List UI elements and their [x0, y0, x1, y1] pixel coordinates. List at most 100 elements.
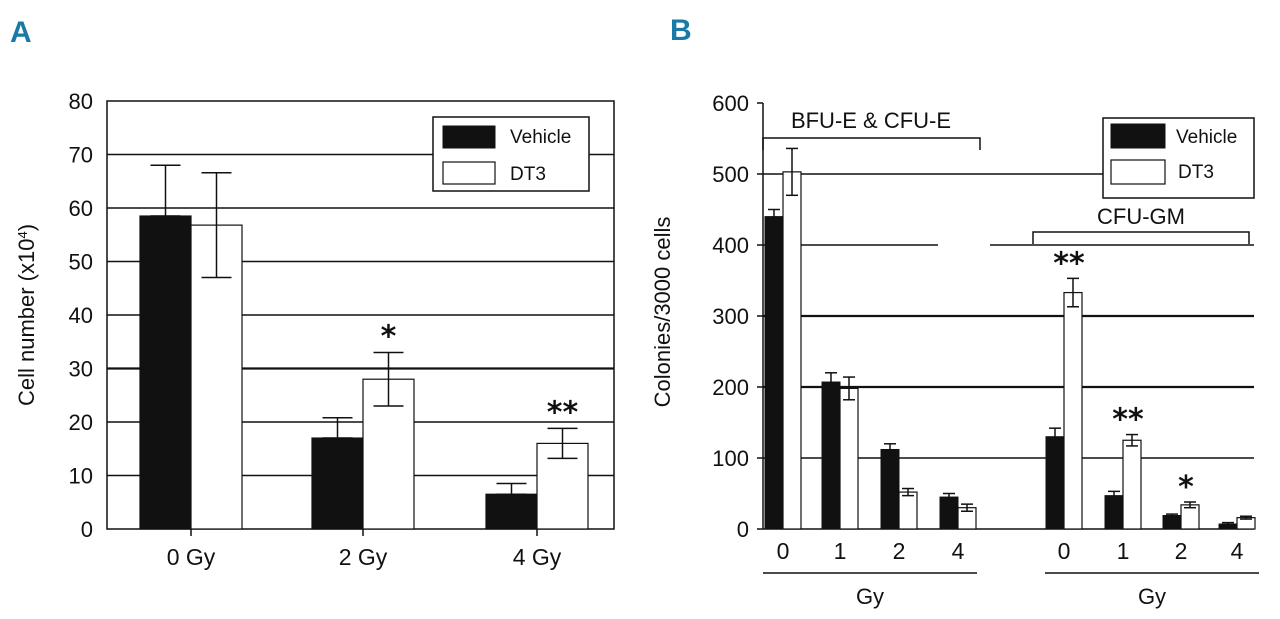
- chart-b-error-dt3-0-3: [961, 503, 973, 512]
- chart-b-y-tick-label: 0: [737, 517, 749, 542]
- chart-b-category-label: 4: [1231, 538, 1244, 564]
- chart-b-significance-mark: **: [1112, 403, 1144, 438]
- chart-b-bar-vehicle: [939, 496, 959, 530]
- chart-b-y-tick-label: 200: [712, 375, 749, 400]
- chart-a-y-tick-label: 40: [69, 303, 93, 328]
- chart-b-bar-dt3: [1063, 291, 1083, 530]
- chart-a-legend-swatch-dt3: [442, 161, 496, 185]
- chart-b-category-label: 4: [952, 538, 965, 564]
- chart-b-group-bracket-cfugm: CFU-GM: [1032, 204, 1250, 244]
- chart-b-bar-vehicle: [821, 381, 841, 530]
- chart-b-y-ticks: 0 100 200 300 400 500 600: [712, 91, 763, 542]
- chart-b-group-bracket-erythroid: BFU-E & CFU-E: [762, 108, 981, 150]
- panel-letter-a: A: [10, 16, 32, 49]
- chart-a-y-tick-label: 50: [69, 250, 93, 275]
- chart-b-group-label-cfugm: CFU-GM: [1097, 204, 1185, 229]
- chart-a-y-tick-label: 10: [69, 464, 93, 489]
- chart-a-y-axis-title-close: ): [14, 224, 39, 231]
- chart-b-error-dt3-1-1: [1126, 433, 1138, 447]
- chart-b-y-tick-label: 500: [712, 162, 749, 187]
- chart-a-significance-marks: ***: [381, 319, 579, 430]
- chart-b-legend-dt3: DT3: [1178, 162, 1214, 183]
- chart-a-bar-vehicle: [139, 215, 192, 530]
- chart-b-error-dt3-0-2: [902, 487, 914, 497]
- chart-b-x-axis-label-cfugm: Gy: [1138, 584, 1166, 609]
- chart-b-error-vehicle-1-0: [1049, 427, 1061, 446]
- chart-b-legend: Vehicle DT3: [1102, 117, 1255, 199]
- chart-b-category-labels: 0 1 2 4 0 1 2 4: [777, 538, 1244, 564]
- chart-b-y-tick-label: 600: [712, 91, 749, 116]
- chart-b-error-vehicle-1-1: [1108, 490, 1120, 501]
- panel-letter-b: B: [670, 14, 692, 47]
- chart-b-bar-dt3: [1122, 439, 1142, 530]
- chart-a: 0 10 20 30 40 50 60 70 80 Cell number (x104) 0 G…: [14, 89, 615, 570]
- chart-a-y-tick-label: 20: [69, 410, 93, 435]
- chart-a-category-label: 4 Gy: [513, 544, 562, 570]
- chart-a-legend-dt3: DT3: [510, 164, 546, 185]
- chart-b-y-axis-title: Colonies/3000 cells: [650, 217, 675, 408]
- chart-b-error-vehicle-1-2: [1166, 513, 1178, 518]
- chart-b-category-label: 1: [1117, 538, 1130, 564]
- chart-b-legend-swatch-dt3: [1110, 159, 1166, 185]
- chart-b-error-vehicle-0-2: [884, 443, 896, 456]
- chart-b-legend-swatch-vehicle: [1110, 123, 1166, 149]
- chart-b-error-dt3-1-2: [1184, 501, 1196, 509]
- chart-b-category-label: 2: [893, 538, 906, 564]
- chart-b-bar-vehicle: [880, 448, 900, 530]
- chart-a-significance-mark: **: [547, 395, 579, 430]
- chart-b-category-label: 0: [777, 538, 790, 564]
- chart-b-bar-dt3: [839, 387, 859, 530]
- chart-b-bar-vehicle: [764, 216, 784, 530]
- chart-b-x-axis-label-erythroid: Gy: [856, 584, 884, 609]
- chart-a-legend-swatch-vehicle: [442, 125, 496, 149]
- chart-a-bars: [139, 164, 589, 530]
- chart-b-bracket-erythroid: [762, 137, 981, 150]
- chart-a-error-dt3-1: [373, 351, 404, 407]
- chart-b-significance-marks: *****: [1053, 246, 1194, 505]
- chart-b-group-label-erythroid: BFU-E & CFU-E: [791, 108, 951, 133]
- chart-a-significance-mark: *: [381, 319, 397, 354]
- chart-a-y-ticks: 0 10 20 30 40 50 60 70 80: [69, 89, 93, 542]
- chart-b-bar-dt3: [898, 491, 918, 530]
- chart-b-bracket-cfugm: [1032, 231, 1250, 244]
- chart-a-error-vehicle-2: [496, 482, 527, 495]
- chart-b-category-label: 0: [1058, 538, 1071, 564]
- chart-b-y-tick-label: 100: [712, 446, 749, 471]
- chart-a-legend: Vehicle DT3: [432, 116, 590, 192]
- chart-b-bar-dt3: [782, 171, 802, 530]
- chart-a-y-tick-label: 70: [69, 143, 93, 168]
- chart-a-error-dt3-2: [547, 427, 578, 460]
- chart-b-category-label: 1: [834, 538, 847, 564]
- chart-b-category-label: 2: [1175, 538, 1188, 564]
- chart-b-error-vehicle-0-1: [825, 372, 837, 393]
- chart-a-error-dt3-0: [201, 171, 232, 279]
- chart-b-error-dt3-1-0: [1067, 277, 1079, 308]
- chart-b-error-dt3-1-3: [1240, 515, 1252, 520]
- chart-b-error-vehicle-1-3: [1222, 521, 1234, 527]
- chart-b-error-vehicle-0-0: [768, 208, 780, 225]
- chart-a-y-axis-title: Cell number (x104): [14, 224, 39, 406]
- chart-a-error-vehicle-1: [322, 416, 353, 439]
- chart-a-y-axis-title-main: Cell number (x10: [14, 239, 39, 407]
- chart-a-y-tick-label: 30: [69, 357, 93, 382]
- chart-b-error-dt3-0-1: [843, 376, 855, 401]
- chart-a-y-tick-label: 60: [69, 196, 93, 221]
- chart-a-bar-vehicle: [485, 493, 538, 530]
- chart-a-legend-vehicle: Vehicle: [510, 127, 571, 148]
- chart-b-legend-vehicle: Vehicle: [1176, 127, 1237, 148]
- chart-a-category-label: 0 Gy: [167, 544, 216, 570]
- chart-b-y-tick-label: 400: [712, 233, 749, 258]
- chart-b-bar-dt3: [1180, 504, 1200, 530]
- chart-a-category-labels: 0 Gy 2 Gy 4 Gy: [167, 529, 562, 570]
- chart-a-bar-vehicle: [311, 437, 364, 530]
- chart-b-bar-vehicle: [1045, 436, 1065, 530]
- chart-a-y-tick-label: 80: [69, 89, 93, 114]
- chart-a-category-label: 2 Gy: [339, 544, 388, 570]
- chart-a-y-tick-label: 0: [81, 517, 93, 542]
- chart-b-significance-mark: **: [1053, 246, 1085, 281]
- chart-b-y-tick-label: 300: [712, 304, 749, 329]
- chart-a-y-axis-title-exponent: 4: [15, 231, 30, 238]
- chart-b-error-dt3-0-0: [786, 147, 798, 197]
